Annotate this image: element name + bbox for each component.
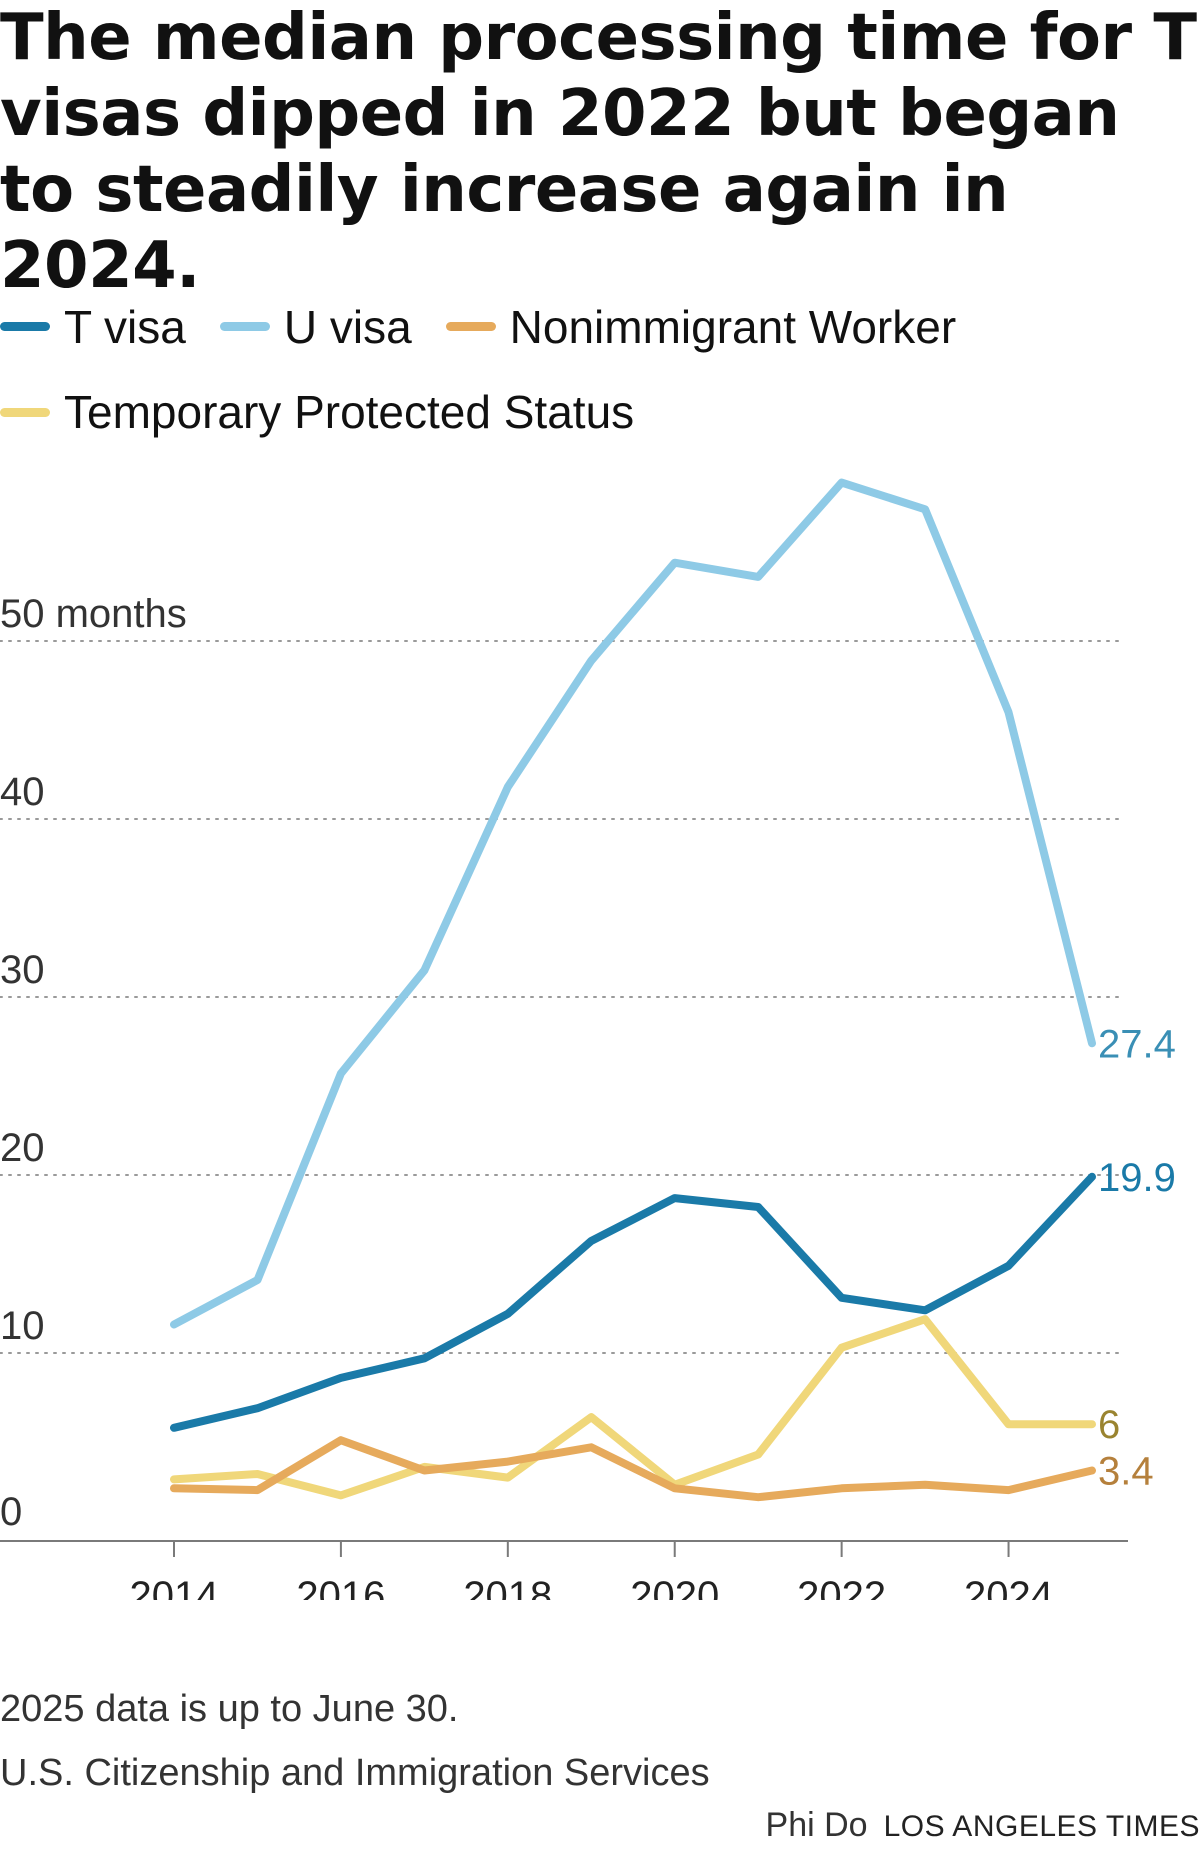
y-tick-label-40: 40 xyxy=(0,770,45,814)
x-tick-label-2020: 2020 xyxy=(630,1574,719,1600)
chart-title: The median processing time for T visas d… xyxy=(0,1,1197,303)
legend-swatch-temporary-protected-status xyxy=(0,407,50,417)
y-tick-label-50: 50 months xyxy=(0,592,187,636)
x-tick-label-2014: 2014 xyxy=(130,1574,219,1600)
end-label-temporary-protected-status: 6 xyxy=(1098,1403,1120,1447)
footnote: 2025 data is up to June 30. xyxy=(0,1688,459,1730)
x-tick-label-2016: 2016 xyxy=(296,1574,385,1600)
y-tick-label-20: 20 xyxy=(0,1126,45,1170)
series-line-nonimmigrant-worker xyxy=(170,1436,1096,1502)
x-tick-label-2022: 2022 xyxy=(797,1574,886,1600)
gridlines xyxy=(0,640,1121,1354)
legend-label-temporary-protected-status: Temporary Protected Status xyxy=(64,386,635,438)
legend-swatch-nonimmigrant-worker xyxy=(445,322,496,331)
x-tick-label-2024: 2024 xyxy=(964,1574,1053,1600)
series-line-t-visa xyxy=(170,1172,1096,1432)
y-tick-label-10: 10 xyxy=(0,1304,45,1348)
end-label-nonimmigrant-worker: 3.4 xyxy=(1098,1449,1154,1493)
legend-item-t-visa: T visa xyxy=(0,290,186,364)
series-line-u-visa xyxy=(170,478,1096,1329)
end-label-t-visa: 19.9 xyxy=(1098,1156,1176,1200)
legend-label-nonimmigrant-worker: Nonimmigrant Worker xyxy=(509,300,957,353)
legend-item-temporary-protected-status: Temporary Protected Status xyxy=(0,375,634,449)
legend-label-t-visa: T visa xyxy=(64,300,186,353)
end-labels: 19.9 27.4 3.46 xyxy=(1098,1022,1176,1493)
y-tick-label-30: 30 xyxy=(0,948,45,992)
end-label-u-visa: 27.4 xyxy=(1098,1022,1176,1066)
legend-swatch-t-visa xyxy=(0,322,50,331)
legend-item-nonimmigrant-worker: Nonimmigrant Worker xyxy=(445,290,957,364)
x-tick-label-2018: 2018 xyxy=(463,1574,552,1600)
y-tick-label-0: 0 xyxy=(0,1490,22,1534)
credit: Phi Do LOS ANGELES TIMES xyxy=(766,1806,1200,1845)
byline: Phi Do xyxy=(765,1806,868,1844)
publisher-logo: LOS ANGELES TIMES xyxy=(883,1810,1200,1843)
legend-label-u-visa: U visa xyxy=(283,300,412,353)
x-axis: 2014 2016 2018 2020 2022 2024 xyxy=(0,1540,1128,1600)
y-axis-labels: 0 10 20 30 40 50 months xyxy=(0,592,187,1534)
source-note: U.S. Citizenship and Immigration Service… xyxy=(0,1752,710,1794)
series-lines xyxy=(170,478,1096,1502)
series-line-temporary-protected-status xyxy=(170,1315,1096,1500)
legend: T visa U visa Nonimmigrant Worker Tempor… xyxy=(0,278,1200,449)
legend-swatch-u-visa xyxy=(219,322,270,331)
legend-item-u-visa: U visa xyxy=(219,290,412,364)
